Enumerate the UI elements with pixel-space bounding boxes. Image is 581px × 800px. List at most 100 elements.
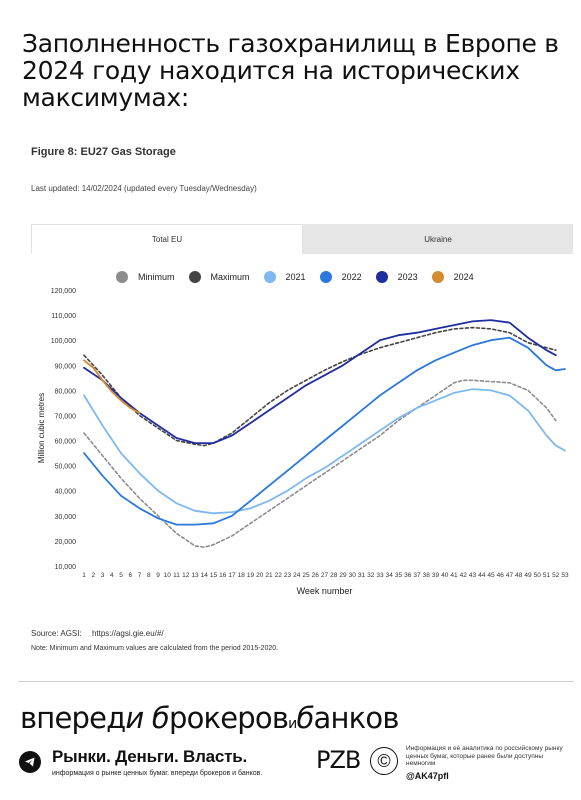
x-tick-label: 32 [367,572,375,579]
wordmark-part: и б [125,701,169,735]
x-tick-label: 37 [413,572,421,579]
y-tick-label: 50,000 [55,464,77,471]
legend-item[interactable]: 2022 [319,271,362,283]
x-tick-label: 15 [210,572,218,579]
x-tick-label: 39 [432,572,440,579]
x-tick-label: 52 [552,572,560,579]
x-tick-label: 22 [275,572,283,579]
legend-item[interactable]: 2023 [375,271,418,283]
series-line-2024 [83,359,141,414]
legend-item[interactable]: 2021 [263,271,306,283]
tab-total-eu[interactable]: Total EU [31,224,303,254]
source-line: Source: AGSI: https://agsi.gie.eu/#/ [31,629,164,638]
legend-item[interactable]: Minimum [116,271,175,283]
x-tick-label: 38 [423,572,431,579]
x-tick-label: 48 [515,572,523,579]
legend-label: Maximum [210,272,250,282]
y-tick-label: 100,000 [51,338,76,345]
series-line-minimum [83,379,557,548]
x-tick-label: 30 [349,572,357,579]
x-tick-label: 20 [256,572,264,579]
x-tick-label: 25 [302,572,310,579]
gas-storage-chart: 120,000110,000100,00090,00080,00070,0006… [37,288,569,596]
tab-ukraine[interactable]: Ukraine [303,224,573,254]
legend-swatch [375,271,388,283]
x-tick-label: 24 [293,572,301,579]
series-line-2022 [83,336,566,526]
x-tick-label: 13 [191,572,199,579]
x-tick-label: 28 [330,572,338,579]
y-tick-label: 60,000 [55,439,77,446]
x-tick-label: 11 [173,572,180,579]
chart-legend: Minimum Maximum 2021 2022 2023 2024 [116,271,488,283]
legend-label: 2024 [453,272,474,282]
y-tick-label: 110,000 [51,313,76,320]
figure-title: Figure 8: EU27 Gas Storage [31,146,176,158]
source-label: Source: AGSI: [31,629,82,638]
wordmark-part: и [288,716,297,732]
source-link[interactable]: https://agsi.gie.eu/#/ [91,629,164,638]
divider [18,681,574,682]
x-tick-label: 42 [460,572,468,579]
legend-item[interactable]: 2024 [431,271,474,283]
brand-subline: информация о рынке ценных бумаг. впереди… [52,770,263,777]
legend-label: Minimum [138,272,175,282]
x-tick-label: 47 [506,572,514,579]
chart-note: Note: Minimum and Maximum values are cal… [31,645,279,652]
x-tick-label: 1 [82,572,86,579]
x-tick-label: 34 [386,572,394,579]
x-tick-label: 44 [478,572,486,579]
x-tick-label: 46 [497,572,505,579]
y-tick-label: 10,000 [55,564,77,571]
series-line-2021 [83,388,566,515]
x-tick-label: 9 [156,572,160,579]
x-tick-label: 29 [339,572,347,579]
legend-swatch [431,271,444,283]
x-tick-label: 17 [228,572,236,579]
headline: Заполненность газохранилищ в Европе в 20… [22,29,559,112]
copyright-icon: © [370,747,398,775]
rzb-logo: РZВ [316,746,361,774]
legend-swatch [263,271,276,283]
legend-swatch [116,271,128,283]
brand-slogan: Рынки. Деньги. Власть. [52,747,248,766]
wordmark-part: анков [313,701,400,735]
x-tick-label: 50 [534,572,542,579]
legend-swatch [319,271,332,283]
x-tick-label: 21 [265,572,273,579]
legend-swatch [188,271,201,283]
y-tick-label: 90,000 [55,363,77,370]
x-tick-label: 23 [284,572,292,579]
x-tick-label: 45 [487,572,495,579]
x-tick-label: 12 [182,572,190,579]
wordmark: впереди брокеровибанков [20,701,399,735]
x-tick-label: 35 [395,572,403,579]
channel-handle[interactable]: @AK47pfl [406,771,449,781]
disclaimer: Информация и её аналитика по российскому… [406,745,563,767]
x-tick-label: 41 [450,572,458,579]
x-axis-label: Week number [297,586,353,596]
x-tick-label: 31 [358,572,366,579]
x-tick-label: 33 [376,572,384,579]
x-tick-label: 6 [128,572,132,579]
series-line-maximum [83,326,557,447]
x-tick-label: 18 [238,572,246,579]
y-tick-label: 70,000 [55,413,77,420]
x-tick-label: 36 [404,572,412,579]
x-tick-label: 16 [219,572,227,579]
y-tick-label: 120,000 [51,288,76,295]
x-tick-label: 3 [101,572,105,579]
x-tick-label: 10 [164,572,172,579]
wordmark-part: б [296,701,314,735]
x-tick-label: 19 [247,572,255,579]
y-tick-label: 40,000 [55,489,77,496]
legend-item[interactable]: Maximum [188,271,250,283]
x-tick-label: 7 [138,572,142,579]
x-tick-label: 40 [441,572,449,579]
y-tick-label: 80,000 [55,388,77,395]
x-tick-label: 51 [543,572,551,579]
x-tick-label: 5 [119,572,123,579]
telegram-icon[interactable] [19,751,41,773]
x-tick-label: 27 [321,572,329,579]
x-tick-label: 14 [201,572,209,579]
